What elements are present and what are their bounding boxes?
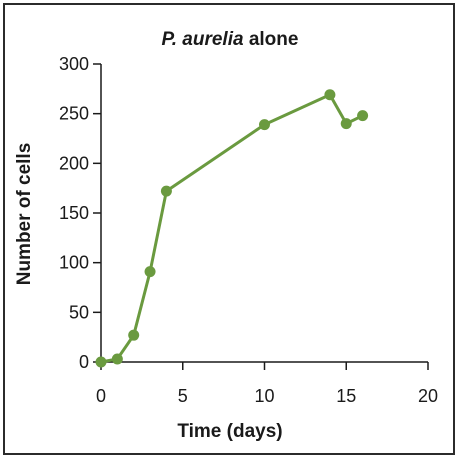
y-tick-label: 0 — [79, 352, 89, 372]
data-point — [144, 266, 156, 278]
data-point — [95, 356, 107, 368]
y-tick-label: 300 — [59, 54, 89, 74]
y-tick-label: 150 — [59, 203, 89, 223]
x-tick-label: 20 — [418, 386, 438, 406]
x-axis-ticks: 0 5 10 15 20 — [96, 362, 438, 406]
y-tick-label: 100 — [59, 253, 89, 273]
y-tick-label: 200 — [59, 153, 89, 173]
chart-title: P. aurelia alone — [162, 29, 299, 50]
x-tick-label: 10 — [254, 386, 274, 406]
data-point — [324, 89, 336, 101]
figure-frame — [3, 3, 455, 455]
data-point — [340, 118, 352, 130]
data-point — [128, 329, 140, 341]
x-tick-label: 5 — [178, 386, 188, 406]
data-point — [160, 185, 172, 197]
data-point — [111, 353, 123, 365]
chart-title-rest: alone — [244, 29, 299, 50]
series-line — [100, 93, 364, 364]
y-tick-label: 50 — [69, 302, 89, 322]
chart-title-species: P. aurelia — [162, 29, 244, 50]
x-tick-label: 15 — [336, 386, 356, 406]
data-point — [259, 119, 270, 131]
data-point — [357, 110, 369, 122]
y-axis-ticks: 0 50 100 150 200 250 300 — [59, 54, 101, 372]
series-group — [95, 89, 369, 368]
x-tick-label: 0 — [96, 386, 106, 406]
x-axis-title: Time (days) — [177, 421, 282, 442]
y-tick-label: 250 — [59, 104, 89, 124]
y-axis-title: Number of cells — [14, 143, 35, 286]
